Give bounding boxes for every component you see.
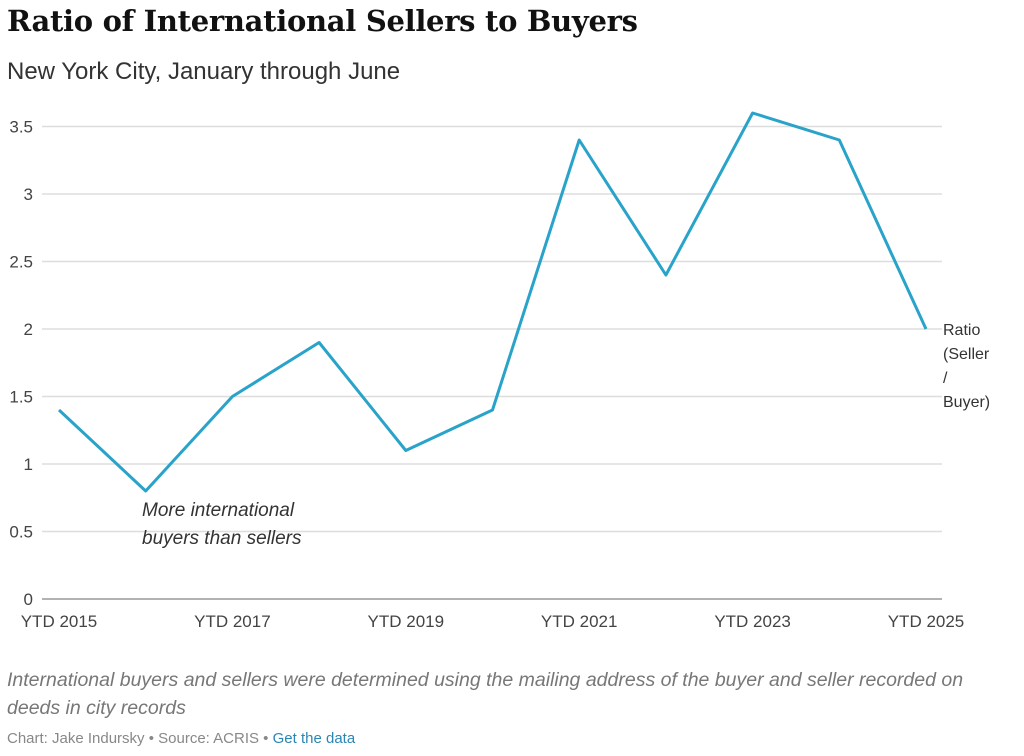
chart-note: International buyers and sellers were de… (7, 669, 964, 719)
y-tick-label: 1 (24, 455, 33, 474)
chart-subtitle: New York City, January through June (7, 58, 401, 85)
y-tick-label: 2 (24, 320, 33, 339)
y-tick-label: 2.5 (9, 253, 33, 272)
chart-credit: Chart: Jake Indursky • Source: ACRIS • G… (7, 730, 355, 747)
y-tick-label: 0.5 (9, 523, 33, 542)
x-tick-label: YTD 2025 (888, 612, 965, 631)
x-tick-label: YTD 2017 (194, 612, 271, 631)
annotation: buyers than sellers (142, 528, 302, 549)
y-tick-label: 1.5 (9, 388, 33, 407)
credit-text: Chart: Jake Indursky • Source: ACRIS • (7, 730, 273, 747)
series-label: Buyer) (943, 394, 990, 411)
series-label: Ratio (943, 322, 980, 339)
x-tick-label: YTD 2023 (714, 612, 791, 631)
x-tick-label: YTD 2015 (21, 612, 98, 631)
chart-title: Ratio of International Sellers to Buyers (7, 4, 638, 38)
y-tick-label: 0 (24, 590, 33, 609)
series-label: (Seller (943, 346, 990, 363)
annotation: More international (142, 500, 295, 521)
series-label: / (943, 370, 948, 387)
y-tick-label: 3.5 (9, 118, 33, 137)
x-tick-label: YTD 2021 (541, 612, 618, 631)
get-data-link[interactable]: Get the data (272, 730, 356, 747)
series-line (57, 111, 928, 493)
line-chart: 0 0.5 1 1.5 2 2.5 3 3.5 YTD 2015 YTD 2017 YTD 2019… (9, 111, 990, 631)
x-tick-label: YTD 2019 (368, 612, 445, 631)
y-tick-label: 3 (24, 185, 33, 204)
